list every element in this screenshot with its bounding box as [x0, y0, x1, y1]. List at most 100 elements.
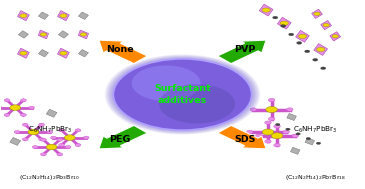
FancyArrow shape: [99, 125, 147, 149]
Circle shape: [108, 56, 257, 133]
Polygon shape: [314, 43, 327, 55]
Circle shape: [50, 136, 56, 139]
Circle shape: [250, 108, 257, 111]
Circle shape: [274, 143, 280, 147]
Circle shape: [286, 128, 290, 130]
Circle shape: [112, 58, 253, 131]
Circle shape: [28, 129, 39, 135]
Circle shape: [266, 107, 277, 112]
Text: (C$_{12}$N$_2$H$_{14}$)$_2$Pb$_7$Br$_{18}$: (C$_{12}$N$_2$H$_{14}$)$_2$Pb$_7$Br$_{18…: [285, 173, 346, 182]
Polygon shape: [38, 30, 49, 39]
Text: SDS: SDS: [235, 135, 256, 144]
Circle shape: [287, 108, 293, 111]
Circle shape: [46, 144, 57, 150]
Polygon shape: [287, 113, 296, 121]
Circle shape: [268, 117, 275, 121]
Circle shape: [0, 106, 2, 109]
Circle shape: [305, 50, 310, 53]
Polygon shape: [78, 12, 88, 19]
Circle shape: [268, 98, 275, 102]
Circle shape: [281, 25, 286, 27]
Polygon shape: [321, 20, 331, 30]
Circle shape: [20, 113, 26, 116]
Polygon shape: [18, 48, 29, 58]
Circle shape: [299, 34, 307, 38]
Polygon shape: [291, 147, 300, 154]
Polygon shape: [58, 48, 69, 58]
Circle shape: [47, 131, 53, 133]
Circle shape: [332, 35, 338, 38]
FancyArrow shape: [99, 40, 147, 64]
Circle shape: [314, 12, 320, 15]
Polygon shape: [330, 32, 341, 41]
Circle shape: [262, 8, 270, 12]
Circle shape: [40, 33, 47, 36]
Circle shape: [323, 23, 329, 27]
Polygon shape: [10, 137, 21, 145]
Circle shape: [110, 57, 255, 132]
Polygon shape: [296, 30, 310, 42]
Circle shape: [65, 146, 71, 149]
Circle shape: [39, 123, 45, 126]
Circle shape: [59, 129, 65, 132]
Text: PEG: PEG: [109, 135, 130, 144]
Circle shape: [59, 143, 65, 146]
Circle shape: [313, 58, 318, 61]
Circle shape: [60, 14, 67, 18]
Text: C$_6$NH$_7$PbBr$_3$: C$_6$NH$_7$PbBr$_3$: [293, 125, 337, 135]
Circle shape: [132, 65, 201, 101]
Circle shape: [20, 14, 27, 18]
Circle shape: [276, 123, 280, 126]
Circle shape: [316, 47, 325, 52]
Circle shape: [22, 138, 28, 141]
Circle shape: [159, 84, 235, 123]
Circle shape: [111, 58, 254, 131]
Circle shape: [106, 55, 259, 134]
Circle shape: [283, 130, 289, 134]
Circle shape: [280, 21, 288, 25]
Polygon shape: [312, 9, 322, 19]
Circle shape: [297, 42, 302, 44]
Circle shape: [80, 33, 87, 36]
Polygon shape: [305, 138, 315, 145]
Polygon shape: [38, 50, 49, 57]
Text: PVP: PVP: [235, 45, 256, 54]
Polygon shape: [58, 11, 69, 21]
Circle shape: [316, 142, 321, 144]
Polygon shape: [18, 11, 29, 21]
Circle shape: [265, 140, 271, 143]
Text: None: None: [106, 45, 134, 54]
Circle shape: [262, 129, 274, 135]
Polygon shape: [18, 31, 28, 38]
Polygon shape: [259, 4, 273, 16]
Polygon shape: [58, 31, 69, 38]
Circle shape: [64, 135, 75, 140]
Circle shape: [107, 56, 258, 133]
Circle shape: [57, 153, 63, 156]
Circle shape: [273, 16, 278, 19]
Circle shape: [246, 130, 253, 134]
Text: C$_6$NH$_7$PbBr$_3$: C$_6$NH$_7$PbBr$_3$: [28, 125, 72, 135]
Circle shape: [75, 129, 81, 132]
Circle shape: [75, 143, 81, 146]
Circle shape: [39, 138, 45, 141]
Circle shape: [29, 106, 35, 109]
FancyArrow shape: [218, 40, 266, 64]
Circle shape: [20, 51, 27, 55]
Circle shape: [321, 67, 326, 70]
Polygon shape: [78, 30, 89, 39]
Circle shape: [114, 59, 251, 130]
Circle shape: [32, 146, 38, 149]
Circle shape: [292, 134, 299, 137]
Circle shape: [274, 125, 280, 128]
Circle shape: [22, 123, 28, 126]
Circle shape: [20, 99, 26, 102]
Circle shape: [60, 51, 67, 55]
Polygon shape: [38, 12, 49, 19]
Circle shape: [265, 121, 271, 124]
Polygon shape: [46, 109, 57, 117]
Circle shape: [57, 138, 63, 141]
Circle shape: [41, 138, 46, 141]
Circle shape: [10, 105, 21, 110]
Circle shape: [105, 54, 260, 135]
